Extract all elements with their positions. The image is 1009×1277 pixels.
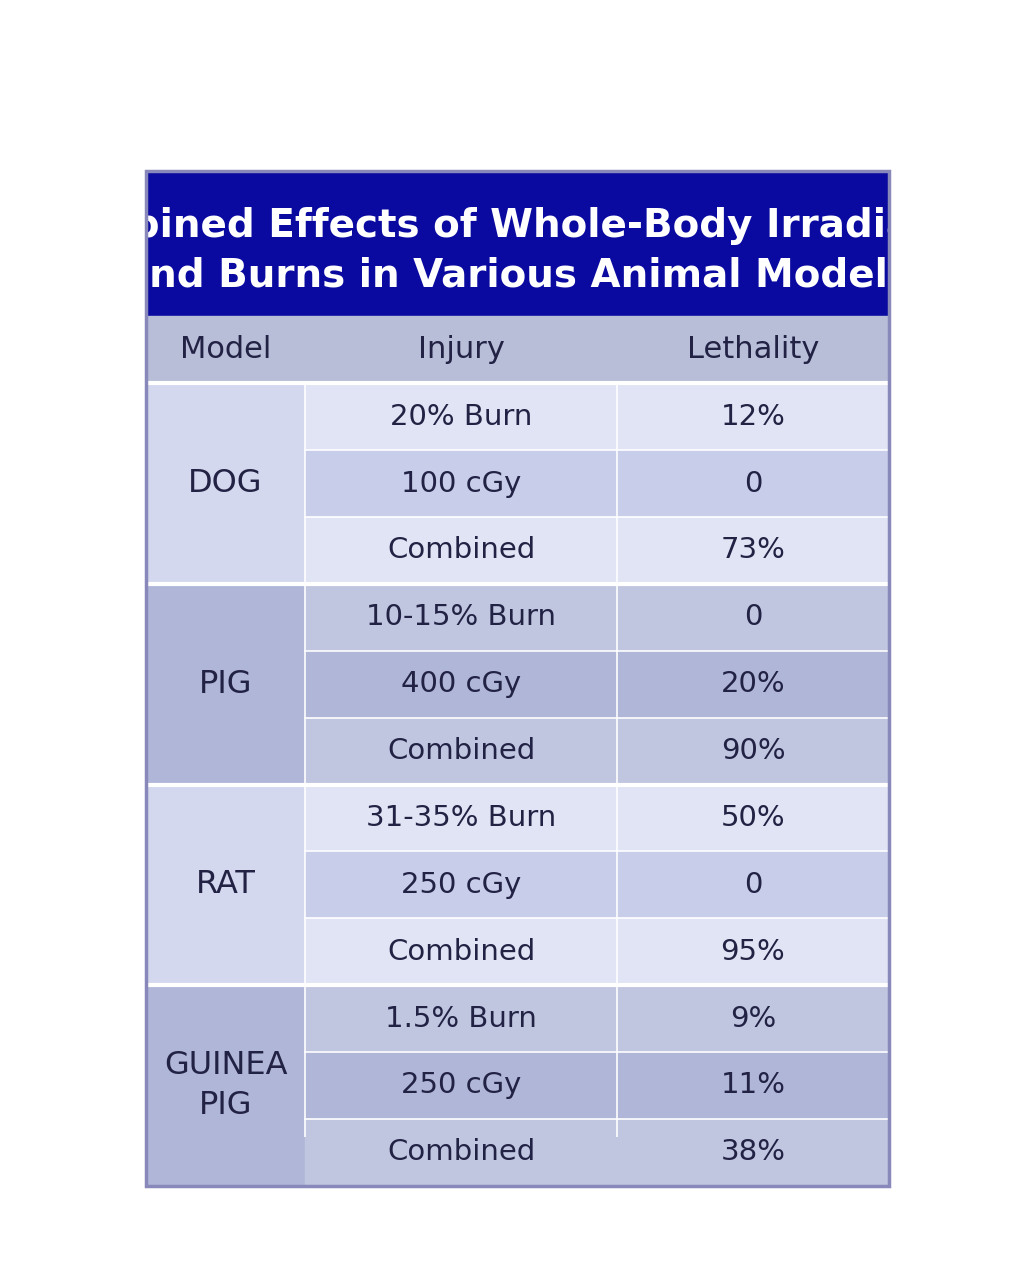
Bar: [618, 985, 889, 1052]
Text: 0: 0: [744, 603, 762, 631]
Bar: [145, 584, 306, 784]
Bar: [618, 584, 889, 651]
Bar: [306, 584, 618, 651]
Bar: [306, 1119, 618, 1185]
Text: 0: 0: [744, 470, 762, 498]
Text: 50%: 50%: [720, 805, 785, 831]
Text: 250 cGy: 250 cGy: [402, 871, 522, 899]
Bar: [306, 1052, 618, 1119]
Bar: [306, 517, 618, 584]
Bar: [618, 852, 889, 918]
Text: 38%: 38%: [720, 1138, 785, 1166]
Bar: [618, 517, 889, 584]
Text: Lethality: Lethality: [687, 336, 819, 364]
Bar: [618, 1119, 889, 1185]
Text: 100 cGy: 100 cGy: [402, 470, 522, 498]
Bar: [306, 918, 618, 985]
Text: GUINEA
PIG: GUINEA PIG: [163, 1050, 288, 1121]
Bar: [618, 383, 889, 451]
Text: RAT: RAT: [196, 870, 255, 900]
Text: 31-35% Burn: 31-35% Burn: [366, 805, 557, 831]
Bar: [145, 171, 889, 317]
Text: PIG: PIG: [199, 669, 252, 700]
Text: 73%: 73%: [720, 536, 785, 564]
Bar: [306, 784, 618, 852]
Bar: [306, 451, 618, 517]
Text: 0: 0: [744, 871, 762, 899]
Text: Combined: Combined: [387, 536, 536, 564]
Text: 9%: 9%: [730, 1005, 776, 1033]
Bar: [306, 651, 618, 718]
Text: DOG: DOG: [189, 469, 262, 499]
Bar: [618, 784, 889, 852]
Bar: [306, 383, 618, 451]
Text: Combined: Combined: [387, 937, 536, 965]
Bar: [306, 985, 618, 1052]
Bar: [618, 451, 889, 517]
Text: 90%: 90%: [720, 737, 785, 765]
Bar: [618, 651, 889, 718]
Text: 20%: 20%: [720, 670, 785, 699]
Bar: [618, 718, 889, 784]
Bar: [306, 718, 618, 784]
Text: 12%: 12%: [720, 402, 785, 430]
Text: Combined: Combined: [387, 737, 536, 765]
Bar: [145, 317, 306, 383]
Text: 95%: 95%: [720, 937, 785, 965]
Text: and Burns in Various Animal Models: and Burns in Various Animal Models: [123, 257, 911, 295]
Text: 1.5% Burn: 1.5% Burn: [385, 1005, 538, 1033]
Text: Combined: Combined: [387, 1138, 536, 1166]
Bar: [145, 383, 306, 584]
Text: 10-15% Burn: 10-15% Burn: [366, 603, 556, 631]
Bar: [145, 784, 306, 985]
Bar: [306, 852, 618, 918]
Text: Model: Model: [180, 336, 271, 364]
Text: 250 cGy: 250 cGy: [402, 1071, 522, 1099]
Bar: [618, 317, 889, 383]
Text: Injury: Injury: [418, 336, 504, 364]
Bar: [618, 918, 889, 985]
Bar: [145, 985, 306, 1185]
Bar: [618, 1052, 889, 1119]
Text: Combined Effects of Whole-Body Irradiation: Combined Effects of Whole-Body Irradiati…: [36, 207, 998, 245]
Bar: [306, 317, 618, 383]
Text: 400 cGy: 400 cGy: [402, 670, 522, 699]
Text: 20% Burn: 20% Burn: [390, 402, 533, 430]
Text: 11%: 11%: [720, 1071, 785, 1099]
